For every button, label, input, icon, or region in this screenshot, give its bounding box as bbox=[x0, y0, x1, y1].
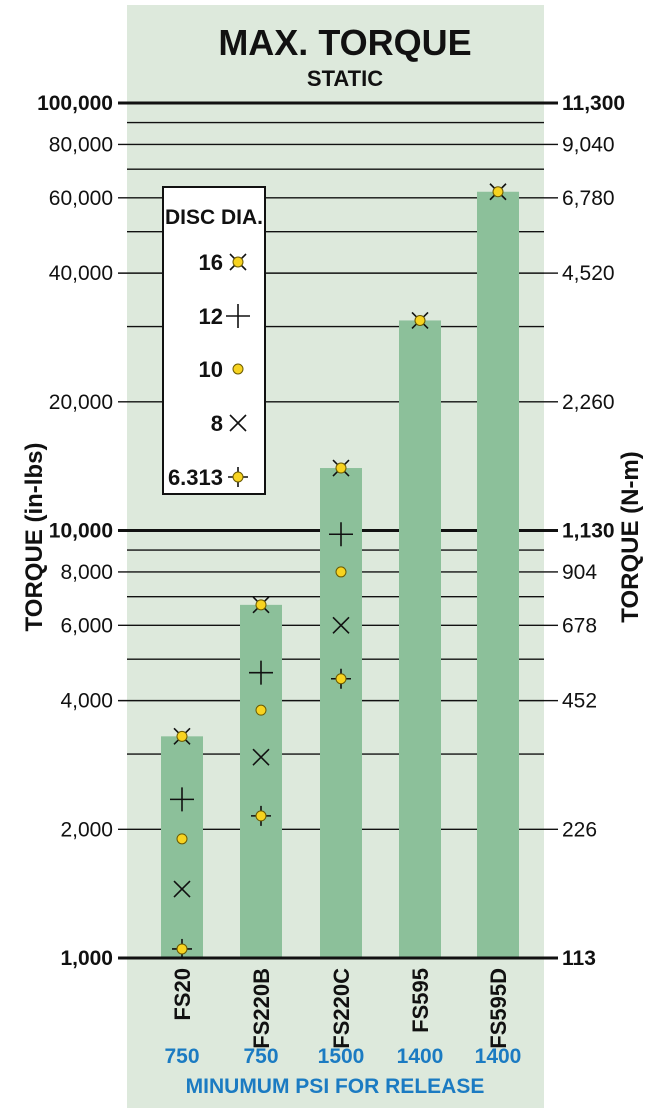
psi-label-fs595d: 1400 bbox=[475, 1045, 522, 1068]
bar-fs20 bbox=[161, 736, 203, 958]
y-tick-label-left: 2,000 bbox=[60, 818, 113, 841]
point-fs20-disc-12 bbox=[170, 787, 194, 812]
psi-label-fs220b: 750 bbox=[243, 1045, 278, 1068]
marker-dot bbox=[232, 363, 244, 375]
marker-dot bbox=[335, 566, 347, 578]
tick-labels: 100,000 11,300 80,000 9,040 60,000 6,780 40,00… bbox=[37, 92, 625, 970]
y-tick-label-right: 113 bbox=[562, 947, 596, 970]
point-fs220b-disc-10 bbox=[255, 704, 267, 716]
y-tick-label-right: 226 bbox=[562, 818, 597, 841]
y-tick-label-right: 678 bbox=[562, 614, 597, 637]
bar-fs595 bbox=[399, 320, 441, 958]
legend-label-8: 8 bbox=[211, 411, 223, 436]
category-label-fs20: FS20 bbox=[170, 968, 195, 1021]
marker-dot bbox=[232, 471, 244, 483]
legend-marker-cross bbox=[229, 414, 247, 432]
legend-label-16: 16 bbox=[199, 250, 223, 275]
category-label-fs595: FS595 bbox=[408, 968, 433, 1033]
y-tick-label-right: 11,300 bbox=[562, 92, 625, 115]
point-fs20-disc-8 bbox=[173, 880, 191, 898]
category-label-fs220c: FS220C bbox=[329, 968, 354, 1049]
y-axis-label-left: TORQUE (in-lbs) bbox=[21, 443, 48, 632]
marker-dot bbox=[255, 599, 267, 611]
point-fs220c-disc-10 bbox=[335, 566, 347, 578]
legend-entries: 16 12 10 8 6.313 bbox=[168, 250, 250, 490]
marker-dot bbox=[335, 462, 347, 474]
x-axis-label: MINUMUM PSI FOR RELEASE bbox=[186, 1075, 485, 1098]
legend-label-12: 12 bbox=[199, 304, 223, 329]
category-labels: FS20750FS220B750FS220C1500FS5951400FS595… bbox=[164, 968, 521, 1068]
y-tick-label-left: 60,000 bbox=[49, 187, 113, 210]
y-tick-label-right: 6,780 bbox=[562, 187, 615, 210]
legend-title: DISC DIA. bbox=[165, 206, 263, 229]
data-points bbox=[170, 183, 507, 959]
marker-dot bbox=[335, 673, 347, 685]
point-fs220c-disc-16 bbox=[332, 459, 350, 477]
category-label-fs220b: FS220B bbox=[249, 968, 274, 1049]
point-fs20-disc-10 bbox=[176, 833, 188, 845]
y-tick-label-left: 10,000 bbox=[49, 520, 113, 543]
point-fs220b-disc-12 bbox=[249, 660, 273, 685]
legend: DISC DIA. 16 12 10 8 6.313 bbox=[162, 186, 266, 495]
y-tick-label-left: 6,000 bbox=[60, 614, 113, 637]
legend-box bbox=[162, 186, 266, 495]
y-tick-label-left: 40,000 bbox=[49, 262, 113, 285]
point-fs220b-disc-6-313 bbox=[251, 805, 271, 826]
marker-dot bbox=[255, 704, 267, 716]
y-tick-label-right: 2,260 bbox=[562, 391, 615, 414]
psi-label-fs20: 750 bbox=[164, 1045, 199, 1068]
bar-fs595d bbox=[477, 191, 519, 958]
chart-subtitle: STATIC bbox=[307, 66, 383, 91]
legend-marker-dot-plus bbox=[228, 467, 248, 487]
point-fs220c-disc-6-313 bbox=[331, 668, 351, 689]
legend-marker-dot bbox=[232, 363, 244, 375]
y-axis-label-right: TORQUE (N-m) bbox=[617, 451, 644, 623]
legend-label-6-313: 6.313 bbox=[168, 465, 223, 490]
marker-dot bbox=[232, 256, 244, 268]
y-tick-label-right: 904 bbox=[562, 561, 597, 584]
marker-dot bbox=[176, 943, 188, 955]
marker-stroke bbox=[229, 414, 247, 432]
point-fs595d-disc-16 bbox=[489, 183, 507, 201]
y-tick-label-left: 4,000 bbox=[60, 690, 113, 713]
point-fs20-disc-6-313 bbox=[172, 938, 192, 959]
legend-label-10: 10 bbox=[199, 357, 223, 382]
y-tick-label-left: 20,000 bbox=[49, 391, 113, 414]
point-fs220b-disc-8 bbox=[252, 748, 270, 766]
marker-dot bbox=[414, 314, 426, 326]
y-tick-label-right: 1,130 bbox=[562, 520, 615, 543]
point-fs220b-disc-16 bbox=[252, 596, 270, 614]
y-tick-label-right: 9,040 bbox=[562, 133, 615, 156]
psi-label-fs595: 1400 bbox=[397, 1045, 444, 1068]
y-tick-label-left: 100,000 bbox=[37, 92, 113, 115]
marker-stroke bbox=[252, 748, 270, 766]
chart-title: MAX. TORQUE bbox=[218, 22, 471, 63]
bars bbox=[118, 191, 558, 960]
legend-marker-plus bbox=[226, 304, 250, 328]
marker-dot bbox=[176, 730, 188, 742]
bar-fs220b bbox=[240, 604, 282, 958]
point-fs220c-disc-12 bbox=[329, 522, 353, 547]
y-tick-label-right: 452 bbox=[562, 690, 597, 713]
point-fs20-disc-16 bbox=[173, 727, 191, 745]
bar-fs220c bbox=[320, 468, 362, 958]
marker-dot bbox=[492, 186, 504, 198]
marker-dot bbox=[176, 833, 188, 845]
y-tick-label-left: 8,000 bbox=[60, 561, 113, 584]
point-fs220c-disc-8 bbox=[332, 616, 350, 634]
marker-stroke bbox=[332, 616, 350, 634]
marker-dot bbox=[255, 810, 267, 822]
y-tick-label-right: 4,520 bbox=[562, 262, 615, 285]
point-fs595-disc-16 bbox=[411, 311, 429, 330]
category-label-fs595d: FS595D bbox=[486, 968, 511, 1049]
legend-marker-dot-cross bbox=[229, 253, 247, 271]
y-tick-label-left: 1,000 bbox=[60, 947, 113, 970]
marker-stroke bbox=[173, 880, 191, 898]
psi-label-fs220c: 1500 bbox=[318, 1045, 365, 1068]
y-tick-label-left: 80,000 bbox=[49, 133, 113, 156]
